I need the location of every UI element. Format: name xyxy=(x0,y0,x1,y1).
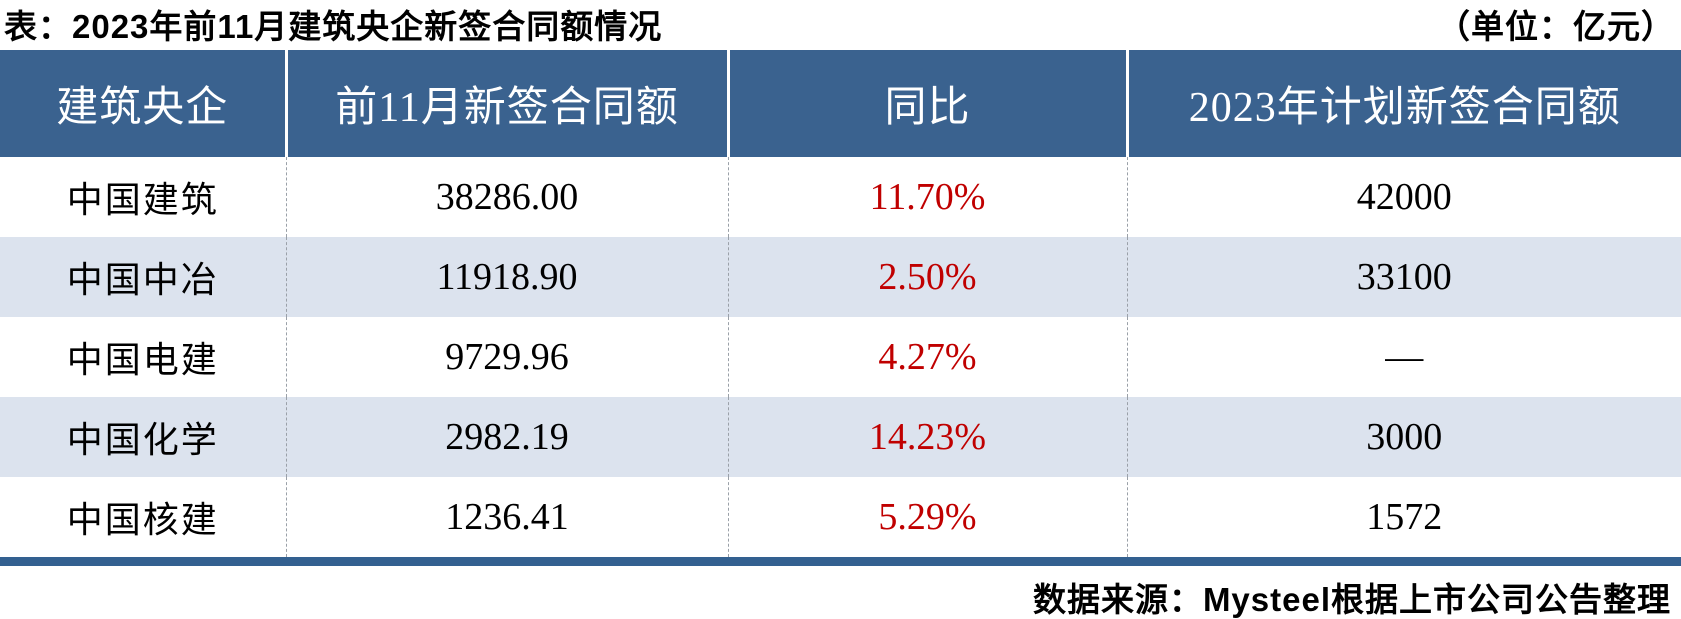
cell-new-contract: 1236.41 xyxy=(286,477,729,562)
cell-plan: 42000 xyxy=(1356,176,1452,218)
cell-new-contract: 2982.19 xyxy=(286,397,729,477)
table-body: 中国建筑 38286.00 11.70% 42000 中国中冶 11918.90… xyxy=(0,157,1681,562)
cell-plan: 33100 xyxy=(1356,256,1452,298)
cell-yoy: 4.27% xyxy=(728,317,1128,397)
cell-company: 中国建筑 xyxy=(0,157,287,237)
data-source-note: 数据来源：Mysteel根据上市公司公告整理 xyxy=(1032,581,1671,618)
cell-yoy: 14.23% xyxy=(728,397,1128,477)
cell-yoy: 2.50% xyxy=(728,237,1128,317)
col-header-company: 建筑央企 xyxy=(0,50,288,157)
col-header-new-contract: 前11月新签合同额 xyxy=(286,50,730,157)
cell-company: 中国化学 xyxy=(0,397,287,477)
cell-company: 中国电建 xyxy=(0,317,287,397)
cell-new-contract: 38286.00 xyxy=(286,157,729,237)
title-bar: 表：2023年前11月建筑央企新签合同额情况 （单位：亿元） xyxy=(0,0,1681,50)
cell-plan: 3000 xyxy=(1366,416,1443,458)
cell-company: 中国中冶 xyxy=(0,237,287,317)
table-header: 建筑央企 前11月新签合同额 同比 2023年计划新签合同额 xyxy=(0,50,1681,157)
footer-bar: 数据来源：Mysteel根据上市公司公告整理 xyxy=(0,566,1681,619)
cell-yoy: 11.70% xyxy=(728,157,1128,237)
col-header-yoy: 同比 xyxy=(728,50,1129,157)
header-row: 建筑央企 前11月新签合同额 同比 2023年计划新签合同额 xyxy=(0,50,1681,157)
figure-title: 表：2023年前11月建筑央企新签合同额情况 xyxy=(4,8,663,45)
table-row: 中国电建 9729.96 4.27% — xyxy=(0,317,1681,397)
contracts-table: 建筑央企 前11月新签合同额 同比 2023年计划新签合同额 中国建筑 3828… xyxy=(0,50,1681,566)
cell-new-contract: 9729.96 xyxy=(286,317,729,397)
cell-new-contract: 11918.90 xyxy=(286,237,729,317)
cell-plan: 1572 xyxy=(1366,496,1443,538)
table-row: 中国建筑 38286.00 11.70% 42000 xyxy=(0,157,1681,237)
cell-yoy: 5.29% xyxy=(728,477,1128,562)
unit-note: （单位：亿元） xyxy=(1437,8,1675,45)
col-header-plan: 2023年计划新签合同额 xyxy=(1127,50,1681,157)
table-row: 中国中冶 11918.90 2.50% 33100 xyxy=(0,237,1681,317)
cell-company: 中国核建 xyxy=(0,477,287,562)
cell-plan: — xyxy=(1385,336,1424,378)
table-row: 中国核建 1236.41 5.29% 1572 xyxy=(0,477,1681,562)
table-row: 中国化学 2982.19 14.23% 3000 xyxy=(0,397,1681,477)
